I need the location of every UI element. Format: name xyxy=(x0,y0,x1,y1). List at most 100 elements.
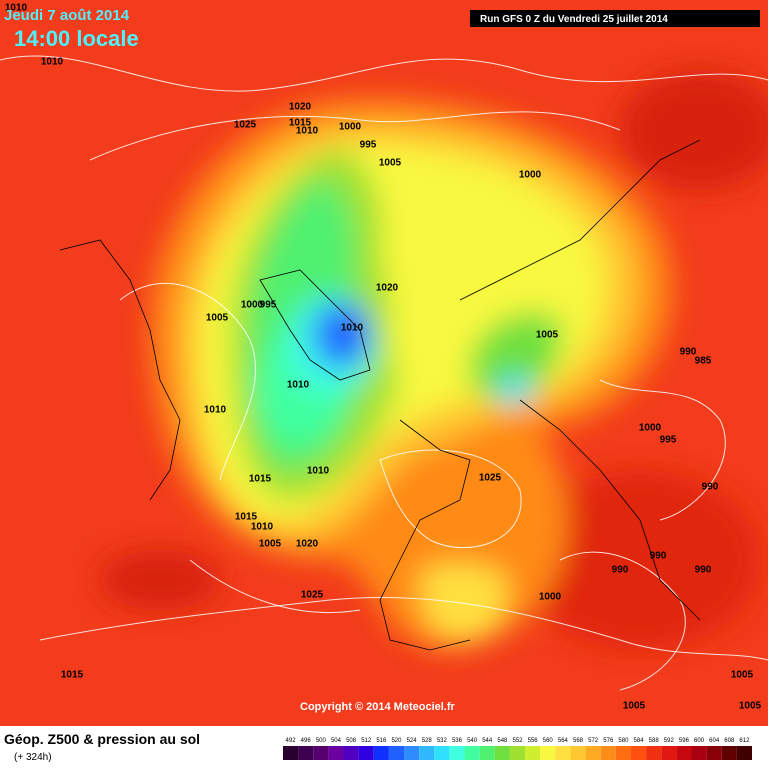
scale-swatch xyxy=(646,746,662,760)
scale-label: 600 xyxy=(694,738,705,744)
scale-swatch xyxy=(283,746,299,760)
pressure-label: 1010 xyxy=(296,126,319,137)
pressure-label: 1000 xyxy=(639,423,662,434)
scale-label: 496 xyxy=(301,738,312,744)
scale-label: 604 xyxy=(709,738,720,744)
pressure-label: 1000 xyxy=(519,170,542,181)
scale-label: 580 xyxy=(618,738,629,744)
scale-swatch xyxy=(373,746,389,760)
scale-swatch xyxy=(630,746,647,760)
pressure-label: 990 xyxy=(612,565,629,576)
pressure-label: 1000 xyxy=(339,122,362,133)
scale-label: 528 xyxy=(422,738,433,744)
pressure-label: 1005 xyxy=(623,701,646,712)
color-scale: 492 496 500 504 508 512 516 520 524 528 532 536 540 5… xyxy=(283,738,752,760)
pressure-label: 1010 xyxy=(307,466,330,477)
scale-label: 536 xyxy=(452,738,463,744)
scale-label: 504 xyxy=(331,738,342,744)
pressure-label: 1015 xyxy=(289,118,312,129)
pressure-label: 1010 xyxy=(41,57,64,68)
scale-label: 512 xyxy=(361,738,372,744)
scale-swatch xyxy=(721,746,737,760)
scale-swatch xyxy=(494,746,510,760)
scale-swatch xyxy=(661,746,677,760)
pressure-label: 1000 xyxy=(539,592,562,603)
scale-label: 592 xyxy=(664,738,675,744)
scale-label: 596 xyxy=(679,738,690,744)
scale-swatch xyxy=(585,746,601,760)
pressure-label: 1005 xyxy=(206,313,229,324)
scale-swatch xyxy=(449,746,465,760)
pressure-label: 1010 xyxy=(204,405,227,416)
scale-label: 508 xyxy=(346,738,357,744)
scale-swatch xyxy=(570,746,586,760)
scale-label: 532 xyxy=(437,738,448,744)
scale-swatch xyxy=(388,746,405,760)
pressure-label: 1010 xyxy=(341,323,364,334)
scale-swatch xyxy=(434,746,450,760)
pressure-label: 1005 xyxy=(739,701,762,712)
scale-swatch xyxy=(525,746,541,760)
forecast-time: 14:00 locale xyxy=(14,26,139,51)
scale-swatch xyxy=(404,746,420,760)
pressure-label: 995 xyxy=(360,140,377,151)
pressure-label: 1005 xyxy=(536,330,559,341)
copyright: Copyright © 2014 Meteociel.fr xyxy=(300,701,456,713)
pressure-label: 1025 xyxy=(479,473,502,484)
pressure-label: 1020 xyxy=(376,283,399,294)
scale-label: 516 xyxy=(376,738,387,744)
scale-swatch xyxy=(676,746,692,760)
pressure-label: 1005 xyxy=(731,670,754,681)
scale-label: 588 xyxy=(649,738,660,744)
scale-swatch xyxy=(419,746,435,760)
pressure-label: 995 xyxy=(260,300,277,311)
scale-swatch xyxy=(600,746,616,760)
scale-label: 568 xyxy=(573,738,584,744)
scale-label: 612 xyxy=(739,738,750,744)
pressure-label: 990 xyxy=(702,482,719,493)
scale-label: 520 xyxy=(391,738,402,744)
pressure-label: 990 xyxy=(695,565,712,576)
scale-swatch xyxy=(328,746,344,760)
scale-label: 556 xyxy=(528,738,539,744)
pressure-label: 1015 xyxy=(235,512,258,523)
scale-swatch xyxy=(540,746,556,760)
scale-swatch xyxy=(509,746,526,760)
lead-time: (+ 324h) xyxy=(14,752,52,763)
pressure-label: 1010 xyxy=(251,522,274,533)
pressure-label: 995 xyxy=(660,435,677,446)
pressure-label: 1020 xyxy=(289,102,312,113)
scale-label: 492 xyxy=(286,738,297,744)
scale-label: 552 xyxy=(512,738,523,744)
run-info: Run GFS 0 Z du Vendredi 25 juillet 2014 xyxy=(480,14,668,25)
coastlines xyxy=(59,139,701,651)
scale-label: 560 xyxy=(543,738,554,744)
pressure-label: 1010 xyxy=(5,3,28,14)
scale-swatch xyxy=(736,746,752,760)
scale-swatch xyxy=(615,746,631,760)
pressure-label: 1010 xyxy=(287,380,310,391)
scale-swatch xyxy=(298,746,314,760)
pressure-label: 985 xyxy=(695,356,712,367)
pressure-label: 990 xyxy=(650,551,667,562)
pressure-label: 1020 xyxy=(296,539,319,550)
pressure-label: 1015 xyxy=(61,670,84,681)
scale-swatch xyxy=(691,746,707,760)
scale-label: 572 xyxy=(588,738,599,744)
scale-swatch xyxy=(343,746,359,760)
forecast-date: Jeudi 7 août 2014 xyxy=(4,7,130,24)
pressure-label: 1005 xyxy=(259,539,282,550)
pressure-label: 1015 xyxy=(249,474,272,485)
height-field xyxy=(100,70,768,651)
scale-swatch xyxy=(479,746,495,760)
scale-label: 576 xyxy=(603,738,614,744)
pressure-label: 1025 xyxy=(301,590,324,601)
scale-label: 608 xyxy=(724,738,735,744)
scale-label: 548 xyxy=(497,738,508,744)
scale-swatch xyxy=(555,746,571,760)
scale-label: 540 xyxy=(467,738,478,744)
scale-swatch xyxy=(706,746,722,760)
isobars xyxy=(0,55,768,691)
